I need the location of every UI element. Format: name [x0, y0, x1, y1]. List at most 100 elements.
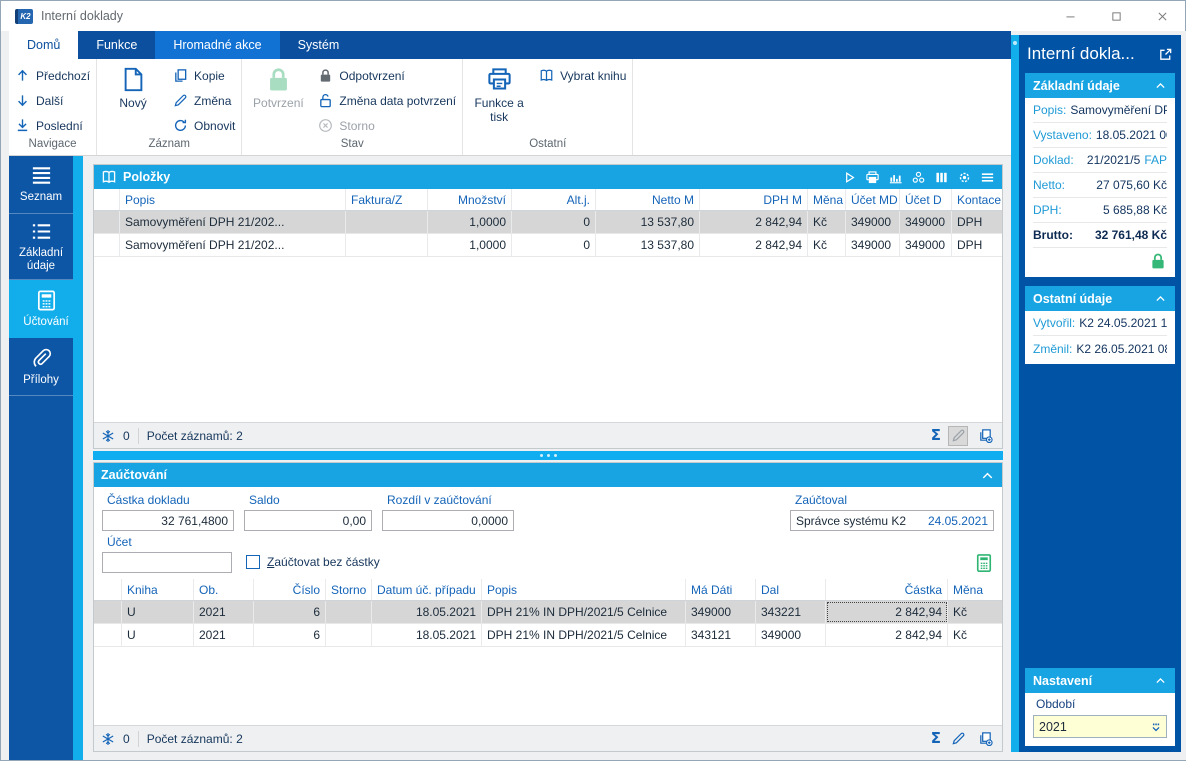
select-book-button[interactable]: Vybrat knihu — [539, 63, 626, 88]
column-header-ma-dati[interactable]: Má Dáti — [686, 579, 756, 600]
period-select[interactable] — [1033, 715, 1167, 738]
run-icon[interactable] — [842, 170, 857, 185]
sum-icon[interactable]: Σ — [930, 729, 941, 747]
column-header-ucet-d[interactable]: Účet D — [900, 189, 952, 210]
cell-popis[interactable]: DPH 21% IN DPH/2021/5 Celnice — [482, 601, 686, 623]
cell-storno[interactable] — [326, 601, 372, 623]
relations-icon[interactable] — [911, 170, 926, 185]
column-header-altj[interactable]: Alt.j. — [512, 189, 596, 210]
cell-popis[interactable]: Samovyměření DPH 21/202... — [120, 211, 346, 233]
collapse-icon[interactable] — [980, 468, 995, 483]
change-confirm-date-button[interactable]: Změna data potvrzení — [318, 88, 456, 113]
cell-mena[interactable]: Kč — [953, 605, 968, 619]
column-header-ob[interactable]: Ob. — [194, 579, 254, 600]
column-header-selector[interactable] — [94, 189, 120, 210]
table-row[interactable]: Samovyměření DPH 21/202... 1,0000 0 13 5… — [94, 211, 1002, 234]
cell-mnozstvi[interactable]: 1,0000 — [428, 211, 512, 233]
amount-field[interactable] — [102, 510, 234, 531]
sidebar-item-uctovani[interactable]: Účtování — [9, 280, 83, 339]
cell-ob[interactable]: 2021 — [194, 601, 254, 623]
ostatni-udaje-header[interactable]: Ostatní údaje — [1025, 286, 1175, 311]
sidebar-item-zakladni-udaje[interactable]: Základní údaje — [9, 214, 73, 281]
post-without-amount-option[interactable]: Zaúčtovat bez částky — [246, 550, 380, 573]
panel-splitter[interactable] — [93, 451, 1003, 460]
column-header-selector[interactable] — [94, 579, 122, 600]
collapse-icon[interactable] — [1154, 79, 1167, 92]
column-header-faktura[interactable]: Faktura/Z — [346, 189, 428, 210]
cell-castka[interactable]: 2 842,94 — [826, 624, 948, 646]
column-header-castka[interactable]: Částka — [826, 579, 948, 600]
column-header-ucet-md[interactable]: Účet MD — [846, 189, 900, 210]
period-input[interactable] — [1039, 719, 1149, 734]
column-header-datum[interactable]: Datum úč. případu — [372, 579, 482, 600]
cell-kniha[interactable]: U — [122, 601, 194, 623]
cell-cislo[interactable]: 6 — [254, 624, 326, 646]
column-header-kniha[interactable]: Kniha — [122, 579, 194, 600]
cell-dph[interactable]: 2 842,94 — [700, 234, 808, 256]
cell-kontace[interactable]: DPH — [957, 238, 983, 252]
menu-icon[interactable] — [980, 170, 995, 185]
cell-mena[interactable]: Kč — [808, 211, 846, 233]
column-header-mnozstvi[interactable]: Množství — [428, 189, 512, 210]
previous-button[interactable]: Předchozí — [15, 63, 90, 88]
last-button[interactable]: Poslední — [15, 113, 90, 138]
cell-popis[interactable]: DPH 21% IN DPH/2021/5 Celnice — [482, 624, 686, 646]
column-header-dal[interactable]: Dal — [756, 579, 826, 600]
table-row[interactable]: Samovyměření DPH 21/202... 1,0000 0 13 5… — [94, 234, 1002, 257]
cell-datum[interactable]: 18.05.2021 — [372, 624, 482, 646]
open-in-window-icon[interactable] — [1158, 47, 1173, 62]
cell-altj[interactable]: 0 — [512, 234, 596, 256]
cell-kniha[interactable]: U — [122, 624, 194, 646]
column-header-cislo[interactable]: Číslo — [254, 579, 326, 600]
column-header-mena[interactable]: Měna — [808, 189, 846, 210]
add-copy-button[interactable] — [975, 426, 995, 446]
edit-button[interactable] — [948, 729, 968, 749]
table-row[interactable]: U 2021 6 18.05.2021 DPH 21% IN DPH/2021/… — [94, 601, 1002, 624]
cell-netto[interactable]: 13 537,80 — [596, 234, 700, 256]
cell-ma-dati[interactable]: 349000 — [686, 601, 756, 623]
cell-faktura[interactable] — [346, 211, 428, 233]
add-copy-button[interactable] — [975, 729, 995, 749]
new-button[interactable]: Nový — [103, 62, 163, 138]
cell-altj[interactable]: 0 — [512, 211, 596, 233]
collapse-icon[interactable] — [1154, 292, 1167, 305]
dropdown-icon[interactable] — [1149, 720, 1163, 734]
cell-kontace[interactable]: DPH — [957, 215, 983, 229]
row-selector[interactable] — [94, 601, 122, 623]
next-button[interactable]: Další — [15, 88, 90, 113]
tab-system[interactable]: Systém — [297, 38, 340, 52]
print-icon[interactable] — [865, 170, 880, 185]
column-header-popis[interactable]: Popis — [120, 189, 346, 210]
functions-print-button[interactable]: Funkce a tisk — [469, 62, 529, 138]
cell-mena[interactable]: Kč — [808, 234, 846, 256]
cell-storno[interactable] — [326, 624, 372, 646]
cell-ma-dati[interactable]: 343121 — [686, 624, 756, 646]
sidebar-item-prilohy[interactable]: Přílohy — [9, 338, 73, 397]
tab-domu[interactable]: Domů — [9, 31, 79, 59]
unconfirm-button[interactable]: Odpotvrzení — [318, 63, 456, 88]
cell-ucet-md[interactable]: 349000 — [846, 211, 900, 233]
posted-by-field[interactable]: Správce systému K2 24.05.2021 — [790, 510, 994, 531]
column-header-netto[interactable]: Netto M — [596, 189, 700, 210]
column-header-storno[interactable]: Storno — [326, 579, 372, 600]
cell-ucet-d[interactable]: 349000 — [900, 234, 952, 256]
column-header-kontace[interactable]: Kontace — [957, 192, 1002, 207]
collapse-icon[interactable] — [1154, 674, 1167, 687]
tab-hromadne-akce[interactable]: Hromadné akce — [155, 31, 280, 59]
sidebar-item-seznam[interactable]: Seznam — [9, 156, 73, 214]
tab-funkce[interactable]: Funkce — [96, 38, 138, 52]
cell-dal[interactable]: 349000 — [756, 624, 826, 646]
cell-datum[interactable]: 18.05.2021 — [372, 601, 482, 623]
row-selector[interactable] — [94, 211, 120, 233]
row-selector[interactable] — [94, 234, 120, 256]
cell-castka[interactable]: 2 842,94 — [826, 601, 948, 623]
saldo-field[interactable] — [244, 510, 372, 531]
refresh-button[interactable]: Obnovit — [173, 113, 235, 138]
cell-dal[interactable]: 343221 — [756, 601, 826, 623]
minimize-button[interactable] — [1047, 1, 1093, 31]
maximize-button[interactable] — [1093, 1, 1139, 31]
column-header-mena[interactable]: Měna — [953, 582, 984, 597]
account-field[interactable] — [102, 552, 232, 573]
cell-faktura[interactable] — [346, 234, 428, 256]
cell-ucet-d[interactable]: 349000 — [900, 211, 952, 233]
